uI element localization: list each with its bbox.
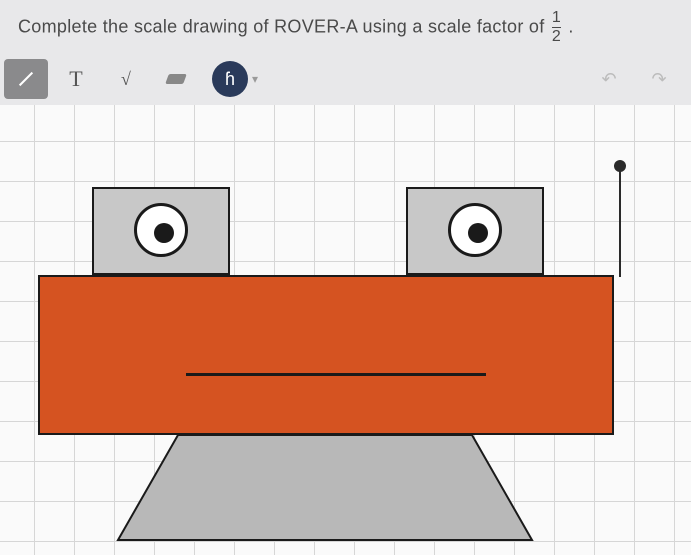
prompt-text-before: Complete the scale drawing of ROVER-A us… (18, 16, 545, 36)
eraser-tool-button[interactable] (154, 59, 198, 99)
rover-antenna-stick (619, 165, 621, 277)
text-tool-button[interactable]: T (54, 59, 98, 99)
rover-mouth (186, 373, 486, 376)
fraction-denominator: 2 (552, 28, 561, 45)
rover-right-eye-pupil (468, 223, 488, 243)
text-icon: T (69, 66, 82, 92)
scale-factor-fraction: 1 2 (552, 10, 561, 45)
line-icon (19, 72, 33, 86)
drawing-toolbar: T √ ɦ ▾ ↶ ↷ (0, 59, 691, 105)
redo-icon: ↷ (651, 69, 666, 90)
rover-right-eye-outer (448, 203, 502, 257)
eraser-icon (165, 74, 187, 84)
rover-left-eye-pupil (154, 223, 174, 243)
rover-right-eye-box (406, 187, 544, 275)
drawing-canvas[interactable] (0, 105, 691, 555)
undo-icon: ↶ (601, 69, 616, 90)
hand-icon: ɦ (225, 69, 235, 90)
fraction-numerator: 1 (552, 10, 561, 28)
sqrt-icon: √ (121, 69, 131, 90)
rover-body (38, 275, 614, 435)
rover-left-eye-box (92, 187, 230, 275)
undo-button[interactable]: ↶ (587, 59, 631, 99)
prompt-text-after: . (568, 16, 573, 36)
rover-left-eye-outer (134, 203, 188, 257)
redo-button[interactable]: ↷ (637, 59, 681, 99)
tool-dropdown-caret[interactable]: ▾ (252, 72, 258, 86)
math-tool-button[interactable]: √ (104, 59, 148, 99)
move-tool-button[interactable]: ɦ (212, 61, 248, 97)
line-tool-button[interactable] (4, 59, 48, 99)
rover-antenna-ball (614, 160, 626, 172)
question-prompt: Complete the scale drawing of ROVER-A us… (0, 0, 691, 59)
